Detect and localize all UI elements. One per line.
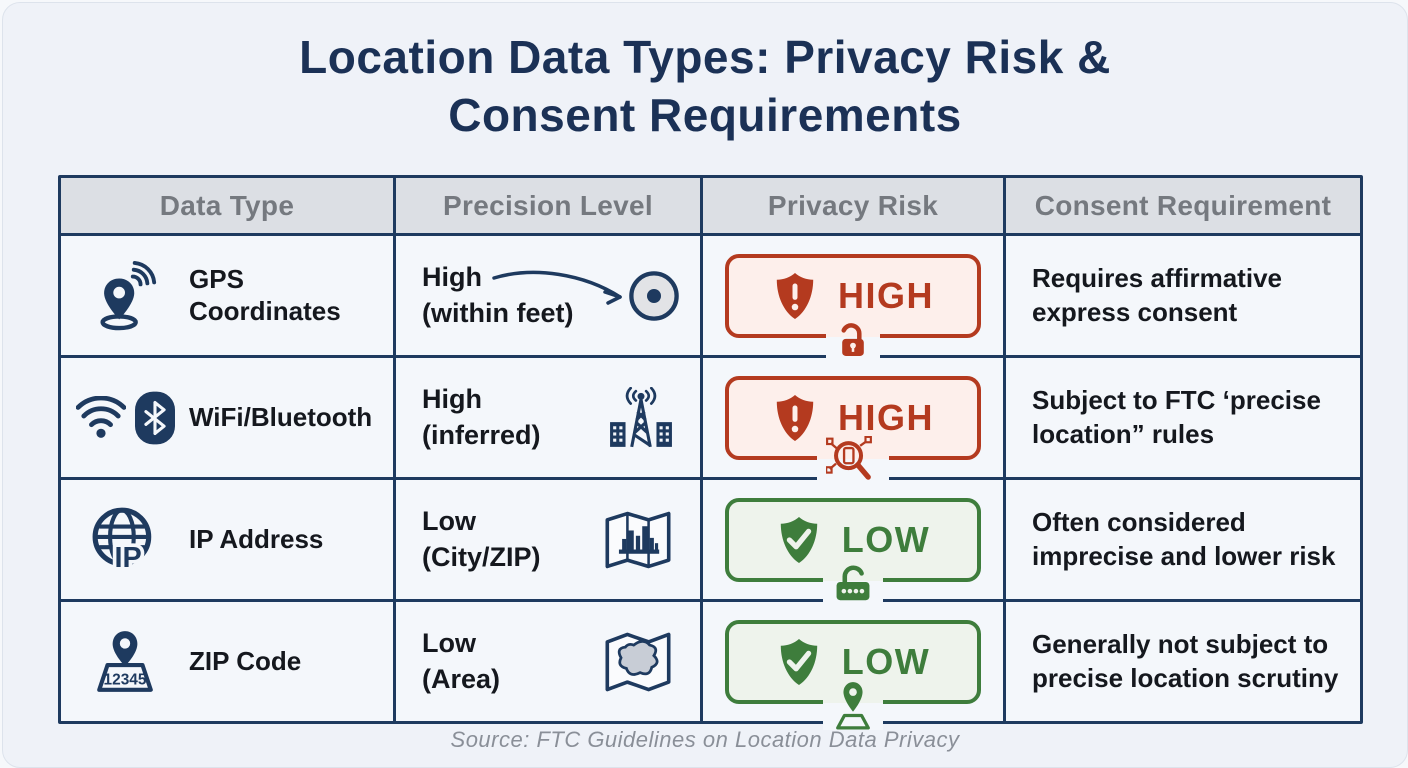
precision-level-text: High [422, 384, 482, 415]
page-title: Location Data Types: Privacy Risk & Cons… [299, 31, 1111, 141]
globe-ip-icon: IP [90, 505, 160, 575]
precision-level-text: High [422, 262, 482, 293]
pin-trapezoid-icon [823, 679, 883, 730]
data-type-label: ZIP Code [189, 645, 302, 676]
table-row-ip-data-type: IP IP Address [61, 480, 393, 599]
precision-level-text: Low [422, 506, 476, 537]
data-type-label: GPS Coordinates [189, 264, 341, 326]
area-map-icon [602, 630, 674, 694]
precision-detail-text: (inferred) [422, 419, 541, 450]
column-header-consent-requirement: Consent Requirement [1006, 178, 1360, 233]
column-header-precision-level: Precision Level [396, 178, 700, 233]
consent-text: Requires affirmative express consent [1032, 262, 1282, 327]
table-row-zip-consent: Generally not subject to precise locatio… [1006, 602, 1360, 721]
city-map-icon [602, 509, 674, 571]
risk-level-label: LOW [841, 518, 931, 560]
table-row-ip-risk: LOW [703, 480, 1003, 605]
shield-check-icon [776, 515, 822, 565]
target-icon [626, 268, 682, 324]
precision-detail-text: (City/ZIP) [422, 541, 541, 572]
risk-badge-low: LOW [725, 619, 981, 730]
precision-detail-text: (within feet) [422, 297, 574, 328]
table-row-wifi-risk: HIGH [703, 358, 1003, 486]
table-row-gps-precision: High (within feet) [396, 236, 700, 355]
table-row-zip-data-type: 12345 ZIP Code [61, 602, 393, 721]
bluetooth-icon [134, 391, 175, 445]
shield-check-icon [776, 637, 822, 687]
wifi-icon [75, 395, 126, 440]
svg-text:IP: IP [114, 541, 141, 573]
gps-pin-icon [90, 260, 160, 331]
risk-level-label: HIGH [838, 396, 934, 438]
risk-badge-low: LOW [725, 497, 981, 605]
table-row-ip-consent: Often considered imprecise and lower ris… [1006, 480, 1360, 599]
title-block: Location Data Types: Privacy Risk & Cons… [3, 29, 1407, 144]
table-row-zip-precision: Low (Area) [396, 602, 700, 721]
table-row-zip-risk: LOW [703, 602, 1003, 730]
dotted-padlock-icon [823, 560, 883, 605]
risk-badge-high: HIGH [725, 253, 981, 360]
shield-alert-icon [772, 271, 818, 321]
table-row-wifi-precision: High (inferred) [396, 358, 700, 477]
location-data-table: Data Type Precision Level Privacy Risk C… [58, 175, 1363, 730]
magnifier-phone-icon [817, 435, 889, 486]
risk-level-label: LOW [841, 640, 931, 682]
shield-alert-icon [772, 393, 818, 443]
arrow-icon [492, 266, 626, 310]
column-header-data-type: Data Type [61, 178, 393, 233]
table-row-wifi-data-type: WiFi/Bluetooth [61, 358, 393, 477]
table-row-ip-precision: Low (City/ZIP) [396, 480, 700, 599]
zip-pin-icon: 12345 [91, 629, 159, 695]
open-padlock-icon [826, 317, 880, 360]
source-note: Source: FTC Guidelines on Location Data … [450, 727, 960, 752]
radio-tower-icon [608, 386, 674, 449]
consent-text: Often considered imprecise and lower ris… [1032, 506, 1336, 571]
data-type-label: WiFi/Bluetooth [189, 401, 373, 432]
precision-detail-text: (Area) [422, 663, 501, 694]
precision-level-text: Low [422, 628, 476, 659]
consent-text: Generally not subject to precise locatio… [1032, 628, 1339, 693]
risk-badge-high: HIGH [725, 375, 981, 486]
table-row-gps-risk: HIGH [703, 236, 1003, 360]
consent-text: Subject to FTC ‘precise location” rules [1032, 384, 1321, 449]
svg-text:12345: 12345 [104, 671, 147, 688]
table-row-wifi-consent: Subject to FTC ‘precise location” rules [1006, 358, 1360, 477]
table-row-gps-consent: Requires affirmative express consent [1006, 236, 1360, 355]
data-type-label: IP Address [189, 523, 324, 554]
risk-level-label: HIGH [838, 274, 934, 316]
column-header-privacy-risk: Privacy Risk [703, 178, 1003, 233]
table-row-gps-data-type: GPS Coordinates [61, 236, 393, 355]
